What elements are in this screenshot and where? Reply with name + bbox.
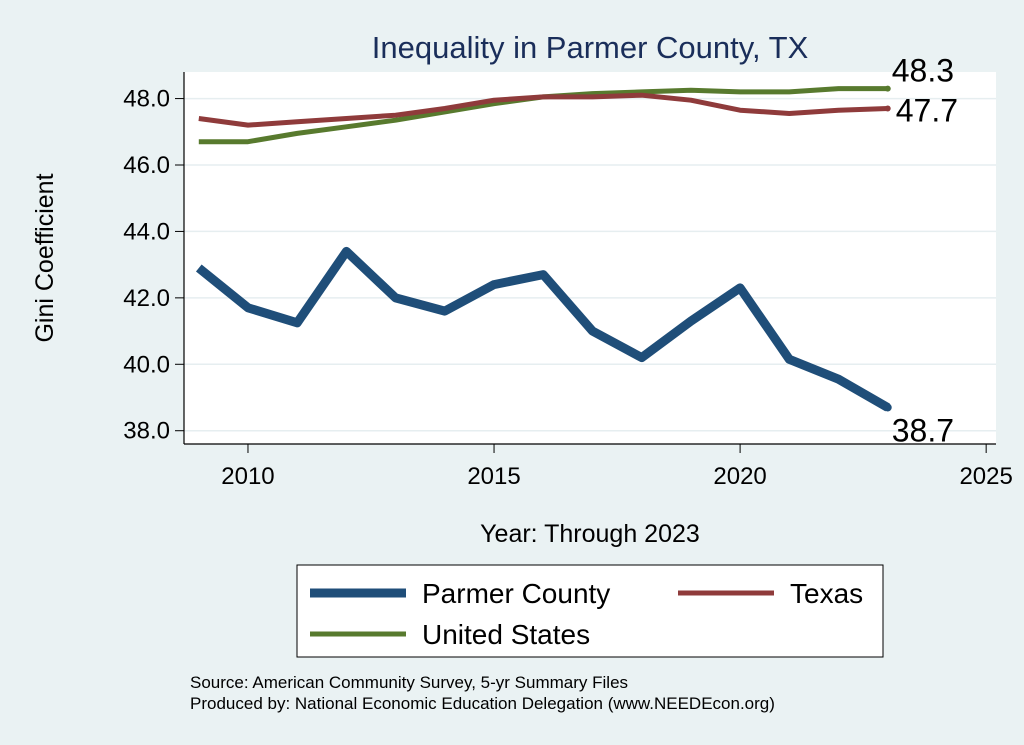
end-labels: 38.7 47.7 48.3 [892, 53, 958, 449]
y-tick-label: 38.0 [123, 418, 170, 445]
tick-labels: 38.0 40.0 42.0 44.0 46.0 48.0 2010 2015 2020 2025 [123, 86, 1013, 490]
x-tick-label: 2025 [959, 463, 1012, 490]
legend-label-united-states: United States [422, 619, 590, 650]
chart-title: Inequality in Parmer County, TX [372, 30, 809, 65]
x-axis-title: Year: Through 2023 [480, 520, 700, 548]
y-tick-label: 46.0 [123, 152, 170, 179]
end-label-united-states: 48.3 [892, 53, 954, 89]
series-line-texas [198, 92, 888, 128]
legend-label-texas: Texas [790, 578, 863, 609]
x-tick-label: 2010 [221, 463, 274, 490]
end-label-parmer-county: 38.7 [892, 412, 954, 448]
y-tick-label: 42.0 [123, 285, 170, 312]
y-tick-label: 40.0 [123, 351, 170, 378]
source-line: Source: American Community Survey, 5-yr … [190, 673, 628, 692]
producer-line: Produced by: National Economic Education… [190, 694, 775, 713]
legend: Parmer County Texas United States [296, 564, 884, 658]
series-lines [195, 85, 892, 412]
legend-box [296, 564, 884, 658]
y-tick-label: 44.0 [123, 218, 170, 245]
y-axis-title: Gini Coefficient [31, 173, 59, 342]
end-point-texas [884, 105, 891, 112]
axes [175, 72, 996, 453]
x-tick-label: 2020 [713, 463, 766, 490]
end-point-united-states [884, 85, 891, 92]
series-line-parmer-county [195, 246, 890, 412]
y-tick-label: 48.0 [123, 86, 170, 113]
x-tick-label: 2015 [467, 463, 520, 490]
end-point-parmer-county [883, 403, 892, 412]
plot-area [184, 72, 996, 444]
end-label-texas: 47.7 [896, 93, 958, 129]
legend-label-parmer-county: Parmer County [422, 578, 610, 609]
